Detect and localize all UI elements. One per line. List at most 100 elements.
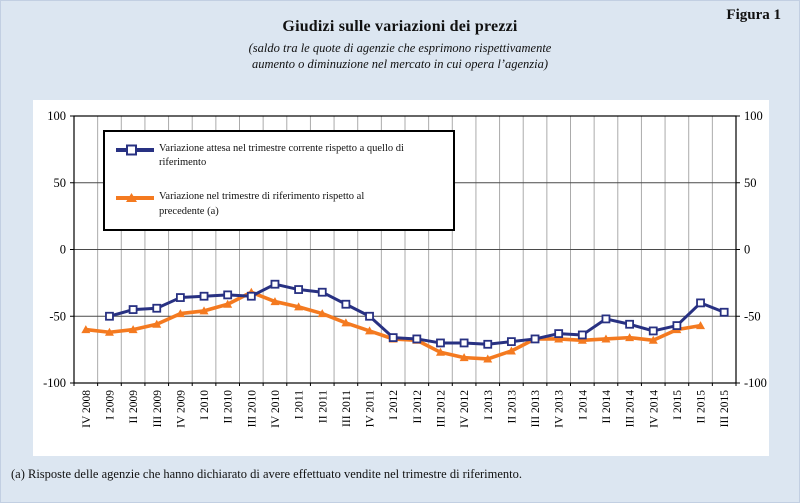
- square-marker-icon: [530, 334, 540, 344]
- triangle-marker-icon: [317, 309, 327, 318]
- square-marker-icon: [317, 287, 327, 297]
- y-axis-label-right: -50: [744, 309, 761, 323]
- x-axis-label: II 2014: [601, 390, 613, 424]
- x-axis-label: I 2015: [672, 390, 684, 420]
- triangle-marker-icon: [435, 347, 445, 356]
- square-marker-icon: [436, 338, 445, 348]
- triangle-marker-icon: [270, 297, 280, 306]
- y-axis-label-right: 0: [744, 243, 750, 257]
- y-axis-label-right: -100: [744, 376, 767, 390]
- x-axis-label: II 2010: [223, 390, 235, 424]
- triangle-marker-icon: [175, 309, 185, 318]
- square-marker-icon: [648, 326, 658, 336]
- x-axis-label: I 2011: [294, 390, 306, 420]
- square-marker-icon: [483, 339, 493, 349]
- x-axis-label: III 2009: [152, 390, 164, 428]
- y-axis-label-left: -50: [49, 309, 66, 323]
- square-marker-icon: [577, 330, 587, 340]
- plot-frame: [73, 115, 737, 384]
- blue-line-square-marker-icon: [115, 142, 159, 161]
- y-axis-label-left: -100: [43, 376, 66, 390]
- x-axis-label: IV 2010: [270, 390, 282, 428]
- square-marker-icon: [719, 307, 729, 317]
- y-axis-label-right: 100: [744, 109, 763, 123]
- square-marker-icon: [105, 311, 114, 321]
- x-axis-label: III 2012: [435, 390, 447, 428]
- triangle-marker-icon: [459, 353, 469, 362]
- x-axis-label: I 2010: [199, 390, 211, 420]
- legend-label-line: Variazione nel trimestre di riferimento …: [159, 191, 365, 203]
- triangle-marker-icon: [199, 306, 209, 315]
- square-marker-icon: [341, 299, 351, 309]
- square-marker-icon: [294, 285, 304, 294]
- x-axis-label: IV 2009: [175, 390, 187, 428]
- x-axis-label: II 2011: [317, 390, 329, 423]
- square-marker-icon: [365, 311, 374, 321]
- figure-label: Figura 1: [726, 7, 781, 23]
- square-marker-icon: [601, 314, 611, 324]
- x-axis-label: II 2012: [412, 390, 424, 424]
- triangle-marker-icon: [104, 327, 114, 336]
- x-axis-label: III 2014: [625, 390, 637, 428]
- chart-svg: 100 100 50 50 0 0 -50 -50 -100 -100 IV 2008 I 2009 I…: [43, 109, 767, 428]
- y-axis-label-right: 50: [744, 176, 757, 190]
- x-axis-label: IV 2008: [81, 390, 93, 428]
- square-marker-icon: [270, 279, 280, 289]
- chart-subtitle-line2: aumento o diminuzione nel mercato in cui…: [251, 57, 548, 71]
- triangle-marker-icon: [223, 299, 233, 308]
- triangle-marker-icon: [294, 302, 304, 311]
- triangle-marker-icon: [365, 326, 375, 335]
- triangle-marker-icon: [601, 334, 611, 343]
- triangle-marker-icon: [483, 354, 493, 363]
- triangle-marker-icon: [81, 325, 91, 334]
- legend-label-line: riferimento: [159, 157, 207, 169]
- x-axis-label: I 2012: [388, 390, 400, 420]
- legend-entry-reference-variation: Variazione nel trimestre di riferimento …: [115, 190, 445, 218]
- y-axis-label-left: 0: [60, 243, 66, 257]
- triangle-marker-icon: [152, 319, 162, 328]
- square-marker-icon: [412, 334, 422, 344]
- triangle-marker-icon: [696, 321, 706, 330]
- square-marker-icon: [459, 338, 469, 348]
- square-marker-icon: [625, 319, 635, 329]
- legend-label-line: precedente (a): [159, 205, 219, 217]
- square-marker-icon: [246, 291, 256, 301]
- square-marker-icon: [175, 293, 185, 302]
- legend-label-line: Variazione attesa nel trimestre corrente…: [159, 143, 404, 154]
- x-axis-label: III 2015: [719, 390, 731, 428]
- x-axis-label: IV 2014: [648, 390, 660, 428]
- triangle-marker-icon: [128, 325, 138, 334]
- chart-subtitle-line1: (saldo tra le quote di agenzie che espri…: [248, 41, 552, 55]
- price-variation-chart-panel: 100 100 50 50 0 0 -50 -50 -100 -100 IV 2008 I 2009 I…: [33, 100, 769, 456]
- square-marker-icon: [672, 321, 682, 330]
- x-axis-label: IV 2012: [459, 390, 471, 428]
- x-axis-label: III 2013: [530, 390, 542, 428]
- x-axis-label: III 2010: [246, 390, 258, 428]
- y-axis-label-left: 50: [54, 176, 67, 190]
- x-axis-label: II 2015: [696, 390, 708, 424]
- square-marker-icon: [506, 337, 516, 347]
- square-marker-icon: [696, 298, 705, 308]
- y-axis-label-left: 100: [47, 109, 66, 123]
- triangle-marker-icon: [554, 334, 564, 343]
- x-axis-label: I 2013: [483, 390, 495, 420]
- square-marker-icon: [128, 305, 138, 314]
- x-axis-label: IV 2013: [554, 390, 566, 428]
- x-axis-label: III 2011: [341, 390, 353, 427]
- square-marker-icon: [223, 290, 233, 300]
- chart-legend: Variazione attesa nel trimestre corrente…: [103, 130, 455, 231]
- x-axis-label: IV 2011: [365, 390, 377, 428]
- x-axis-label: II 2013: [506, 390, 518, 424]
- x-axis-label: I 2014: [577, 390, 589, 420]
- chart-footnote: (a) Risposte delle agenzie che hanno dic…: [11, 467, 523, 481]
- x-axis-label: II 2009: [128, 390, 140, 424]
- legend-entry-expected-variation: Variazione attesa nel trimestre corrente…: [115, 142, 445, 170]
- x-axis-label: I 2009: [104, 390, 116, 420]
- triangle-marker-icon: [577, 335, 587, 344]
- triangle-marker-icon: [625, 333, 635, 342]
- square-marker-icon: [554, 329, 564, 339]
- triangle-marker-icon: [506, 346, 516, 355]
- orange-line-triangle-marker-icon: [115, 190, 159, 209]
- square-marker-icon: [199, 291, 209, 301]
